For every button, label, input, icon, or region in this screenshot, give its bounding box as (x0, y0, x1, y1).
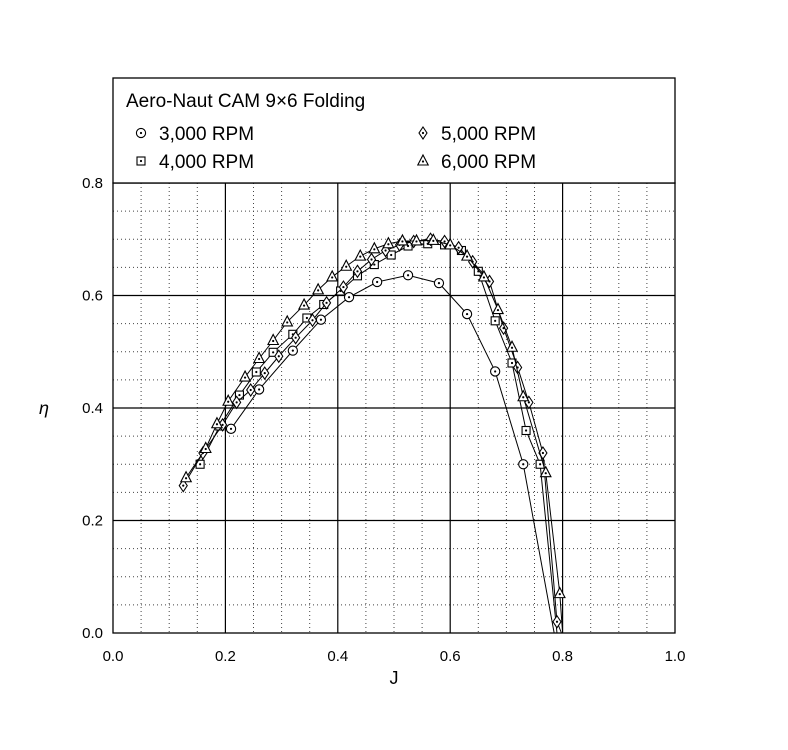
data-point-marker (340, 259, 353, 271)
series-3-000-rpm (225, 270, 555, 634)
data-point-marker (490, 366, 501, 377)
grid (113, 183, 675, 633)
data-point-marker (297, 297, 311, 310)
legend-entry-label: 5,000 RPM (441, 124, 536, 145)
data-point-marker (274, 349, 284, 364)
data-point-marker (517, 389, 530, 402)
data-point-marker (461, 308, 473, 320)
data-point-marker (179, 470, 193, 483)
data-point-marker (222, 394, 235, 406)
series-line (199, 243, 558, 634)
data-point-marker (477, 269, 491, 282)
legend-entry-label: 6,000 RPM (441, 152, 536, 173)
x-tick-label: 0.4 (327, 648, 348, 665)
series-line (182, 238, 562, 634)
series-layer (178, 232, 566, 634)
data-point-marker (321, 295, 332, 310)
y-tick-label: 0.2 (82, 513, 103, 530)
y-tick-label: 0.0 (82, 625, 103, 642)
y-axis-label: η (39, 398, 49, 418)
x-tick-label: 1.0 (665, 648, 686, 665)
data-point-marker (552, 614, 562, 629)
data-point-marker (352, 264, 363, 279)
data-point-marker (427, 233, 440, 245)
data-point-marker (135, 127, 147, 139)
x-tick-label: 0.8 (552, 648, 573, 665)
legend-entry-label: 4,000 RPM (159, 152, 254, 173)
data-point-marker (231, 395, 242, 410)
series-5-000-rpm (178, 232, 562, 634)
data-point-marker (253, 384, 265, 395)
data-point-marker (505, 340, 519, 352)
x-tick-label: 0.2 (215, 648, 236, 665)
data-point-marker (371, 276, 383, 288)
data-point-marker (539, 465, 552, 478)
chart-title: Aero-Naut CAM 9×6 Folding (126, 91, 365, 112)
legend: Aero-Naut CAM 9×6 Folding 3,000 RPM 4,000 … (112, 77, 676, 184)
data-point-marker (366, 252, 377, 267)
data-point-marker (267, 333, 280, 346)
series-4-000-rpm (195, 239, 558, 634)
x-axis-label: J (390, 668, 399, 688)
data-point-marker (433, 277, 445, 289)
data-point-marker (518, 459, 529, 470)
y-tick-label: 0.4 (82, 400, 103, 417)
data-point-marker (382, 236, 395, 249)
data-point-marker (246, 383, 256, 397)
y-tick-label: 0.6 (82, 288, 103, 305)
data-point-marker (290, 330, 301, 345)
data-point-marker (453, 240, 464, 255)
data-point-marker (281, 314, 294, 327)
tick-labels: 0.0 0.2 0.4 0.6 0.8 1.0 0.0 0.2 0.4 0.6 0.8 (82, 175, 685, 665)
data-point-marker (307, 313, 318, 328)
data-point-marker (326, 269, 339, 282)
data-point-marker (410, 233, 423, 246)
x-tick-label: 0.0 (103, 648, 124, 665)
data-point-marker (312, 282, 325, 295)
data-point-marker (396, 233, 409, 246)
data-point-marker (178, 478, 188, 493)
data-point-marker (402, 270, 414, 281)
data-point-marker (287, 345, 298, 356)
data-point-marker (253, 351, 266, 364)
data-point-marker (315, 314, 327, 325)
y-tick-label: 0.8 (82, 175, 103, 192)
data-point-marker (460, 248, 474, 261)
series-6-000-rpm (179, 233, 566, 634)
data-point-marker (490, 316, 500, 326)
data-point-marker (416, 153, 430, 166)
data-point-marker (444, 237, 457, 250)
data-point-marker (343, 292, 355, 303)
data-point-marker (491, 302, 505, 315)
data-point-marker (368, 241, 381, 254)
data-point-marker (238, 369, 252, 382)
data-point-marker (251, 367, 261, 377)
legend-box (112, 77, 676, 184)
data-point-marker (354, 248, 367, 261)
legend-entry-label: 3,000 RPM (159, 124, 254, 145)
x-tick-label: 0.6 (440, 648, 461, 665)
data-point-marker (260, 366, 270, 381)
data-point-marker (199, 441, 212, 454)
data-point-marker (553, 586, 566, 599)
data-point-marker (225, 423, 237, 434)
data-point-marker (338, 280, 349, 295)
data-point-marker (136, 156, 146, 166)
series-line (230, 274, 555, 634)
data-point-marker (210, 416, 224, 429)
data-point-marker (439, 234, 450, 249)
data-point-marker (418, 126, 428, 140)
data-point-marker (234, 390, 244, 400)
data-point-marker (521, 425, 531, 436)
